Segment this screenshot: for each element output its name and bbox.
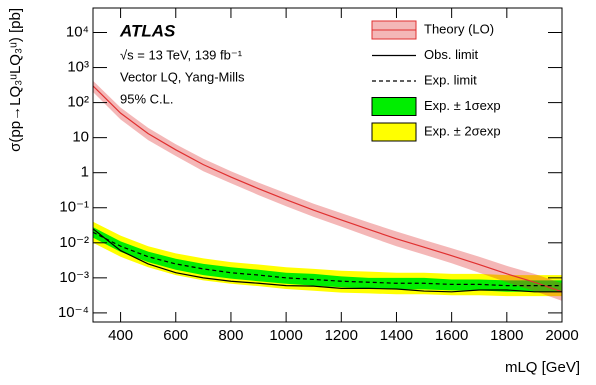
legend-label: Obs. limit	[424, 47, 479, 62]
legend-label: Exp. ± 1σexp	[424, 98, 501, 113]
x-tick-label: 1000	[269, 327, 302, 344]
y-tick-label: 10	[72, 129, 89, 146]
atlas-label: ATLAS	[119, 21, 176, 40]
legend-label: Exp. ± 2σexp	[424, 123, 501, 138]
y-tick-label: 1	[81, 164, 89, 181]
annotation: √s = 13 TeV, 139 fb⁻¹	[120, 47, 243, 62]
band	[93, 80, 562, 301]
annotation: 95% C.L.	[120, 91, 173, 106]
y-tick-label: 10⁻³	[59, 269, 89, 286]
x-tick-label: 1600	[435, 327, 468, 344]
y-tick-label: 10⁴	[66, 23, 89, 40]
bands	[93, 80, 562, 301]
y-axis-label: σ(pp→LQ₃ᵘLQ₃ᵘ) [pb]	[7, 8, 24, 152]
legend-label: Exp. limit	[424, 72, 477, 87]
legend-label: Theory (LO)	[424, 21, 494, 36]
x-tick-label: 1200	[325, 327, 358, 344]
x-tick-label: 2000	[545, 327, 578, 344]
line	[93, 231, 562, 287]
plot-frame	[92, 7, 563, 323]
y-tick-label: 10²	[67, 94, 89, 111]
y-tick-label: 10³	[67, 59, 89, 76]
x-tick-label: 1800	[490, 327, 523, 344]
y-tick-label: 10⁻²	[59, 234, 89, 251]
lines	[93, 85, 562, 293]
annotation: Vector LQ, Yang-Mills	[120, 69, 245, 84]
legend-swatch	[371, 122, 417, 142]
y-tick-label: 10⁻⁴	[58, 304, 89, 321]
x-tick-label: 400	[108, 327, 133, 344]
x-tick-label: 1400	[380, 327, 413, 344]
x-tick-label: 600	[163, 327, 188, 344]
line	[93, 228, 562, 293]
x-axis-label: mLQ [GeV]	[505, 359, 580, 376]
line	[93, 85, 562, 293]
y-tick-label: 10⁻¹	[59, 199, 89, 216]
x-tick-label: 800	[218, 327, 243, 344]
legend-swatch	[371, 97, 417, 116]
band	[93, 227, 562, 292]
band	[93, 221, 562, 297]
